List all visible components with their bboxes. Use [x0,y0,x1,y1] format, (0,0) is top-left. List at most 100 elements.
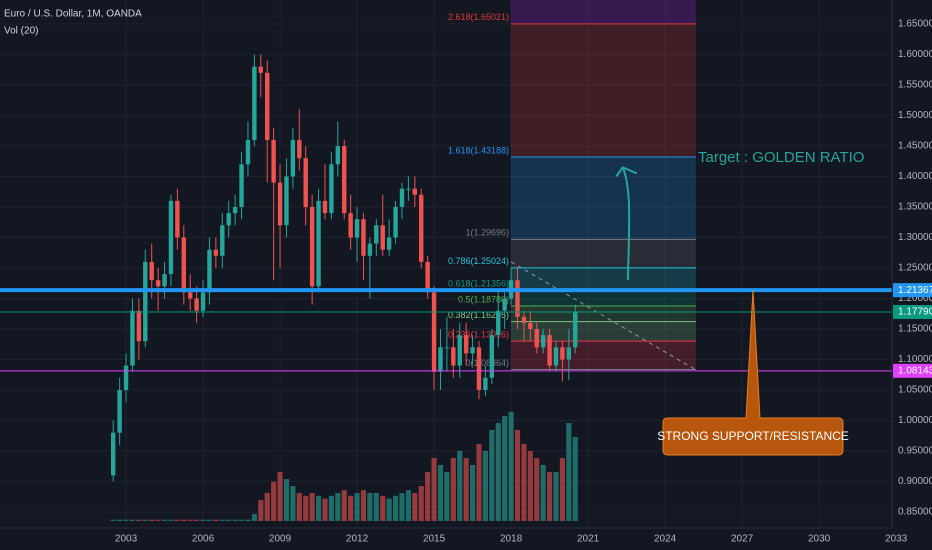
time-axis [0,528,892,550]
volume-bar [392,495,399,521]
volume-bar [277,472,283,521]
volume-bar [431,458,437,521]
fib-label: 0.786(1.25024) [448,256,509,266]
volume-bar [367,493,373,521]
candle-body [155,280,161,287]
candle-body [386,237,392,250]
candle-body [515,280,520,317]
candle-body [412,188,418,195]
volume-bar [226,519,232,521]
candle-body [136,310,142,342]
volume-bar [142,519,148,521]
volume-bar [527,451,533,521]
candle-body [489,335,495,378]
candle-body [521,316,527,323]
volume-bar [161,519,168,521]
volume-bar [540,465,546,521]
candle-body [457,335,462,366]
volume-bar [315,495,322,521]
candle-body [393,207,398,238]
y-tick-label: 1.20000 [898,293,932,304]
y-tick-label: 1.35000 [898,202,932,213]
candle-body [220,225,225,256]
volume-bar [405,490,411,521]
candle-body [444,347,450,349]
price-tag [893,283,932,298]
y-tick-label: 1.25000 [898,263,932,274]
candle-body [322,200,328,214]
candle-body [367,243,373,256]
candle-body [463,335,469,354]
y-tick-label: 1.15000 [898,324,932,335]
candle-body [335,146,341,165]
volume-bar [264,493,270,521]
volume-bar [508,411,514,521]
volume-bar [444,472,450,521]
candle-body [194,298,199,311]
candle-body [245,139,251,165]
candle-body [348,213,353,238]
candle-body [232,207,238,214]
fib-zone [511,267,696,291]
y-tick-label: 1.40000 [898,171,932,182]
volume-bar [213,519,219,521]
trend-line [510,261,697,371]
candle-body [130,310,135,366]
volume-bar [117,519,123,521]
volume-bar [296,493,302,521]
price-tag-label: 1.21367 [898,285,932,296]
candle-body [470,347,475,354]
price-tag-label: 1.08143 [898,365,932,376]
support-annotation: STRONG SUPPORT/RESISTANCE [657,429,849,443]
fib-zone [511,321,696,342]
fib-label: 1.618(1.43188) [448,145,509,155]
fib-zone [511,305,696,322]
volume-bar [348,495,354,521]
candle-body [502,298,507,311]
candle-body [252,66,257,140]
volume-bar [283,479,290,521]
candle-body [162,274,167,287]
x-tick-label: 2006 [192,534,215,545]
volume-bar [534,458,540,521]
volume-bar [547,472,553,521]
fib-label: 0(1.08364) [466,358,510,368]
candle-body [258,66,263,73]
chart-subtitle: Vol (20) [4,26,38,37]
volume-bar [245,519,251,521]
volume-bar [354,493,360,521]
candle-body [573,311,578,348]
x-tick-label: 2012 [346,534,369,545]
volume-bar [566,423,572,521]
volume-bar [136,519,142,521]
candle-body [419,194,424,262]
volume-bar [149,519,155,521]
x-tick-label: 2024 [654,534,677,545]
candle-body [117,390,122,433]
y-tick-label: 0.95000 [898,446,932,457]
volume-bar [386,498,392,521]
candle-body [213,249,219,256]
fib-label: 1(1.29696) [466,228,510,238]
volume-bar [168,519,174,521]
x-tick-label: 2009 [269,534,292,545]
volume-bar [476,444,482,521]
candle-body [560,347,565,360]
volume-bar [322,498,328,521]
candle-body [111,432,116,476]
fib-zone [511,290,696,306]
volume-bar [559,458,565,521]
fib-label: 0.5(1.18780) [458,294,509,304]
candle-body [175,200,180,238]
candle-body [188,292,193,299]
volume-bar [463,458,469,521]
candle-body [540,335,546,348]
volume-bar [341,490,347,521]
candle-body [425,261,430,293]
volume-bar [328,495,334,521]
fib-label: 0.618(1.21356) [448,279,509,289]
price-axis [892,0,932,550]
support-callout [662,289,844,456]
y-tick-label: 1.60000 [898,49,932,60]
